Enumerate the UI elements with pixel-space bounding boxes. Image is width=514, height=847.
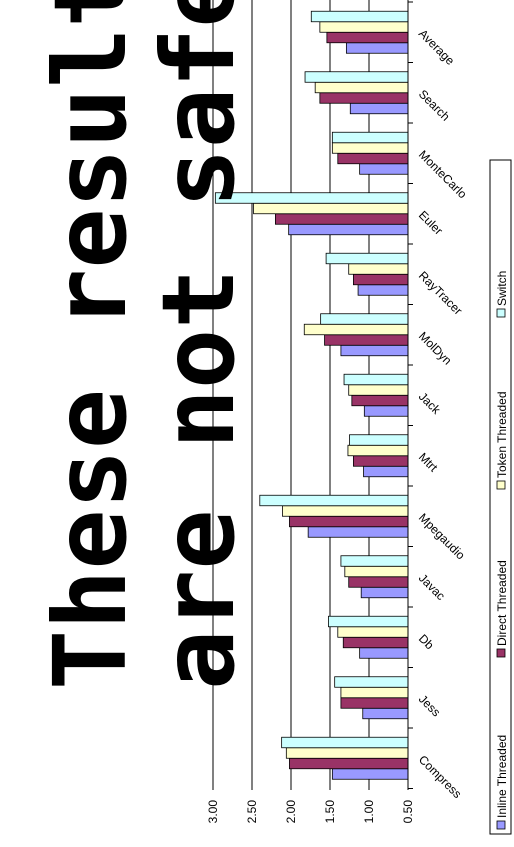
bar [310, 10, 409, 23]
tick-label: 1.00 [362, 800, 376, 824]
tick-label: 3.00 [206, 800, 220, 824]
tick-labels: 3.00 2.50 2.00 1.50 1.00 0.50 [206, 800, 415, 824]
bar [289, 515, 409, 528]
bar [320, 313, 409, 325]
legend-swatch [496, 648, 506, 658]
bar [359, 163, 409, 175]
category-label: Compress [416, 752, 465, 801]
bar [334, 676, 409, 688]
legend-label: Inline Threaded [495, 735, 509, 818]
bar [357, 284, 409, 296]
bar [360, 586, 409, 599]
category-label: Mtrt [416, 450, 441, 475]
category-label: Jack [416, 389, 444, 417]
bar [349, 434, 409, 446]
tick-label: 2.00 [284, 800, 298, 824]
bar [285, 747, 409, 759]
category-label: MonteCarlo [416, 147, 470, 201]
legend-label: Token Threaded [495, 391, 509, 478]
bar [288, 223, 409, 236]
bar [348, 576, 409, 588]
bar [363, 405, 409, 417]
bar [352, 273, 409, 286]
legend-swatch [496, 480, 506, 490]
bar [344, 565, 409, 578]
bar [307, 526, 409, 538]
legend-label: Switch [495, 271, 509, 306]
overlay-line-2: are not safe! [140, 0, 257, 690]
tick-label: 0.50 [401, 800, 415, 824]
category-label: RayTracer [416, 268, 465, 317]
bar [337, 152, 409, 165]
bar [282, 505, 409, 517]
value-axis [407, 0, 413, 790]
category-label: Euler [416, 208, 446, 238]
bar [359, 647, 409, 659]
bar [343, 373, 409, 386]
bar [351, 394, 409, 407]
bar [303, 323, 409, 336]
bars [214, 10, 409, 780]
bar [337, 626, 409, 638]
bar [340, 697, 409, 709]
bar [259, 494, 409, 507]
category-label: Jess [416, 692, 443, 719]
category-label: Db [416, 631, 437, 652]
bar [319, 92, 409, 104]
tick-label: 1.50 [323, 800, 337, 824]
bar [345, 42, 409, 54]
bar [348, 384, 409, 396]
bar [304, 71, 409, 83]
bar [342, 636, 409, 649]
bar [289, 757, 409, 770]
legend-swatch [496, 308, 506, 318]
bar [348, 263, 409, 275]
bar [326, 31, 409, 44]
bar [340, 555, 409, 567]
bar [331, 768, 409, 780]
bar [274, 213, 409, 225]
category-label: Javac [416, 571, 448, 603]
legend: Inline Threaded Direct Threaded Token Thre… [489, 159, 512, 835]
category-labels: Compress Jess Db Javac Mpegaudio Mtrt Jack MolD… [416, 26, 470, 801]
category-label: Mpegaudio [416, 510, 468, 562]
bar [319, 21, 409, 33]
bar [340, 344, 409, 357]
bar [331, 131, 409, 144]
bar [314, 81, 409, 94]
bar [325, 252, 409, 265]
bar [331, 142, 409, 154]
bar [340, 686, 409, 699]
legend-label: Direct Threaded [495, 560, 509, 646]
bar [328, 615, 409, 628]
bar [362, 707, 409, 720]
bar [349, 102, 409, 115]
bar [281, 736, 409, 749]
legend-swatch [496, 820, 506, 830]
overlay-stamp: These results are not safe! [32, 0, 257, 690]
category-label: Search [416, 87, 453, 124]
bar [324, 334, 409, 346]
bar [347, 444, 409, 457]
bar [352, 455, 409, 467]
legend-box [489, 159, 512, 835]
bar [253, 202, 409, 215]
bar [363, 465, 409, 478]
category-label: MolDyn [416, 329, 455, 368]
tick-label: 2.50 [245, 800, 259, 824]
overlay-line-1: These results [32, 0, 149, 690]
category-label: Average [416, 26, 458, 68]
